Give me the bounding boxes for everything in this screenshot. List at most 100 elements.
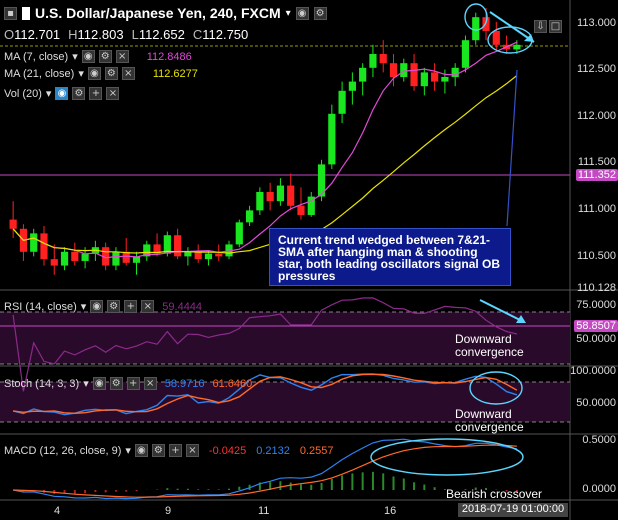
stoch-d-line <box>13 373 518 415</box>
symbol-flag-icon[interactable] <box>22 6 30 20</box>
stoch-tick: 50.0000 <box>576 397 616 409</box>
pane-buttons: ⇩ □ <box>534 20 562 33</box>
candle-body <box>389 63 398 77</box>
gear-icon[interactable]: ⚙ <box>98 50 112 63</box>
candle-body <box>163 235 171 254</box>
eye-icon[interactable]: ◉ <box>134 444 148 457</box>
candle-body <box>400 63 408 77</box>
candle-body <box>431 72 439 82</box>
candles <box>9 8 521 275</box>
gear-icon[interactable]: ⚙ <box>104 67 118 80</box>
price-tick: 111.000 <box>577 203 616 215</box>
macd-hist-value: -0.0425 <box>208 444 247 457</box>
crosshair-date: 2018-07-19 01:00:00 <box>458 503 568 517</box>
rsi-note: Downward convergence <box>455 332 524 359</box>
high-value: 112.803 <box>77 27 124 42</box>
macd-legend[interactable]: MACD (12, 26, close, 9) ▾ ◉ ⚙ + × -0.0425… <box>4 444 334 457</box>
gear-icon[interactable]: ⚙ <box>72 87 86 100</box>
ma7-legend[interactable]: MA (7, close) ▾ ◉ ⚙ × 112.8486 <box>4 50 192 63</box>
candle-body <box>256 191 264 211</box>
maximize-icon[interactable]: □ <box>549 20 562 33</box>
x-tick: 11 <box>258 505 270 517</box>
price-tick: 112.500 <box>577 63 616 75</box>
shooting-star-ellipse <box>464 3 488 31</box>
title-text[interactable]: U.S. Dollar/Japanese Yen, 240, FXCM <box>35 5 281 21</box>
open-value: 112.701 <box>14 27 61 42</box>
add-icon[interactable]: + <box>89 87 103 100</box>
candle-body <box>379 53 387 64</box>
candle-body <box>184 251 192 257</box>
collapse-icon[interactable]: ▪ <box>4 6 17 20</box>
candle-body <box>307 196 315 215</box>
move-down-icon[interactable]: ⇩ <box>534 20 547 33</box>
candle-body <box>194 251 202 260</box>
macd-line <box>12 438 518 500</box>
eye-icon[interactable]: ◉ <box>92 377 106 390</box>
stoch-d-value: 61.6460 <box>212 377 253 390</box>
ma21-legend[interactable]: MA (21, close) ▾ ◉ ⚙ × 112.6277 <box>4 67 198 80</box>
stoch-ellipse <box>469 371 523 405</box>
candle-body <box>328 113 336 165</box>
candle-body <box>420 72 428 87</box>
gear-icon[interactable]: ⚙ <box>107 300 121 313</box>
ma-level-tag: 111.352 <box>575 169 618 181</box>
close-icon[interactable]: × <box>143 377 157 390</box>
close-icon[interactable]: × <box>106 87 120 100</box>
gear-icon[interactable]: ⚙ <box>313 6 327 20</box>
gear-icon[interactable]: ⚙ <box>151 444 165 457</box>
candle-body <box>153 244 161 254</box>
rsi-tick: 75.0000 <box>576 299 616 311</box>
close-icon[interactable]: × <box>185 444 199 457</box>
candle-body <box>317 164 326 197</box>
eye-icon[interactable]: ◉ <box>295 6 309 20</box>
analysis-note[interactable]: Current trend wedged between 7&21-SMA af… <box>269 228 511 286</box>
add-icon[interactable]: + <box>126 377 140 390</box>
eye-icon[interactable]: ◉ <box>55 87 69 100</box>
candle-body <box>204 253 213 260</box>
price-tick: 113.000 <box>577 17 616 29</box>
add-icon[interactable]: + <box>168 444 182 457</box>
candle-body <box>461 40 470 68</box>
candle-body <box>348 81 356 91</box>
candle-body <box>297 205 305 215</box>
stoch-legend[interactable]: Stoch (14, 3, 3) ▾ ◉ ⚙ + × 58.9716 61.646… <box>4 377 253 390</box>
rsi-legend[interactable]: RSI (14, close) ▾ ◉ ⚙ + × 59.4444 <box>4 300 203 313</box>
candle-body <box>143 244 151 257</box>
close-icon[interactable]: × <box>115 50 129 63</box>
candle-body <box>359 67 367 82</box>
stoch-note: Downward convergence <box>455 407 524 434</box>
vol-legend[interactable]: Vol (20) ▾ ◉ ⚙ + × <box>4 87 120 100</box>
candle-body <box>451 67 459 77</box>
candle-body <box>71 251 79 261</box>
macd-signal-value: 0.2557 <box>299 444 334 457</box>
candle-body <box>338 90 346 114</box>
close-icon[interactable]: × <box>121 67 135 80</box>
chart-title: ▪ U.S. Dollar/Japanese Yen, 240, FXCM ▾ … <box>4 5 327 21</box>
rsi-line <box>12 297 518 392</box>
candle-body <box>9 219 17 229</box>
rsi-band <box>0 312 570 364</box>
price-tick: 110.500 <box>577 250 616 262</box>
macd-value: 0.2132 <box>256 444 290 457</box>
macd-ellipse <box>370 438 524 476</box>
candle-body <box>235 222 243 245</box>
candle-body <box>266 191 274 202</box>
add-icon[interactable]: + <box>124 300 138 313</box>
gear-icon[interactable]: ⚙ <box>109 377 123 390</box>
candle-body <box>102 247 110 266</box>
stoch-tick: 100.0000 <box>570 365 616 377</box>
rsi-tag: 58.8507 <box>574 320 618 332</box>
price-tick: 110.128 <box>577 282 616 294</box>
price-tick: 112.000 <box>577 110 616 122</box>
eye-icon[interactable]: ◉ <box>87 67 101 80</box>
chevron-down-icon[interactable]: ▾ <box>285 7 291 19</box>
eye-icon[interactable]: ◉ <box>81 50 95 63</box>
low-value: 112.652 <box>138 27 185 42</box>
candle-body <box>81 253 89 261</box>
close-icon[interactable]: × <box>141 300 155 313</box>
candle-body <box>276 185 285 202</box>
candle-body <box>410 63 418 87</box>
stoch-k-value: 58.9716 <box>164 377 205 390</box>
eye-icon[interactable]: ◉ <box>90 300 104 313</box>
